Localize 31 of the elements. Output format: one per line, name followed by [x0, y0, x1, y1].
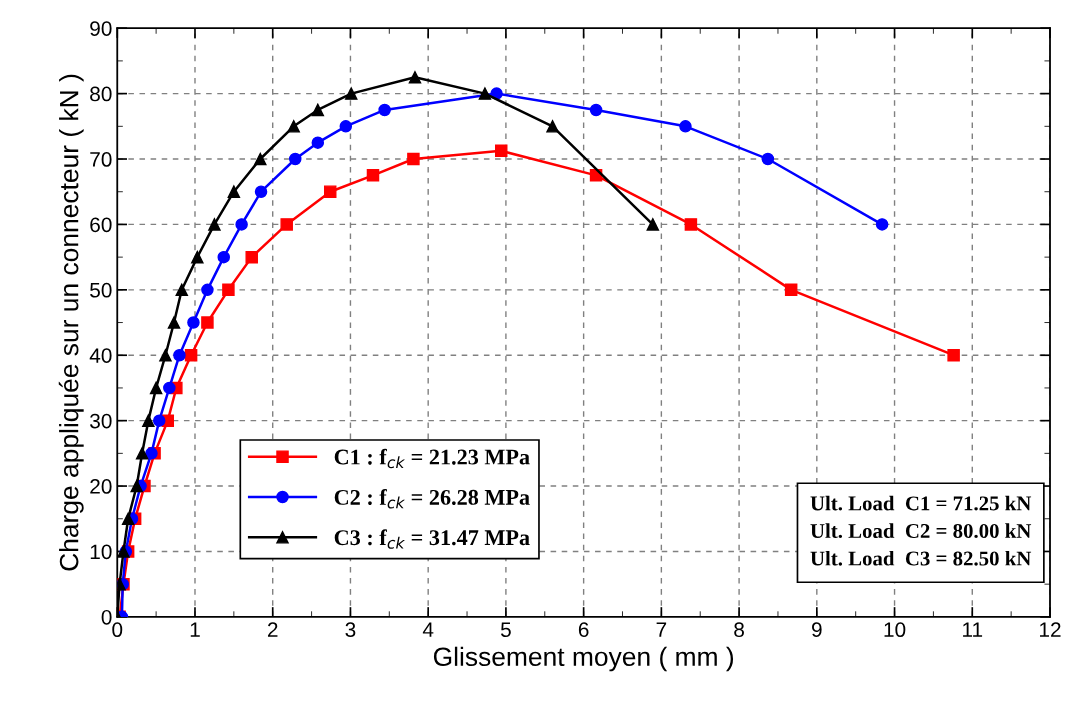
legend-label: C1 : f$_{ck}$ = 21.23 MPa — [334, 448, 530, 469]
y-tick-label: 0 — [101, 609, 112, 625]
y-tick-label: 70 — [90, 152, 112, 167]
x-tick-label: 6 — [578, 622, 589, 638]
x-tick-label: 0 — [112, 622, 123, 638]
x-tick-label: 11 — [963, 622, 983, 637]
x-tick-label: 3 — [345, 622, 356, 638]
y-tick-label: 60 — [90, 217, 112, 233]
x-tick-label: 2 — [267, 622, 278, 637]
x-tick-label: 1 — [190, 622, 200, 637]
x-tick-label: 10 — [884, 622, 906, 638]
x-tick-label: 9 — [812, 622, 822, 638]
x-tick-label: 7 — [656, 622, 667, 637]
y-tick-label: 40 — [89, 348, 112, 363]
x-tick-label: 5 — [500, 622, 511, 638]
y-tick-label: 50 — [90, 282, 112, 298]
y-tick-label: 10 — [90, 544, 112, 560]
y-tick-label: 20 — [90, 479, 112, 494]
annotation: Ult. Load C1 = 71.25 kN — [810, 495, 1032, 511]
annotation: Ult. Load C3 = 82.50 kN — [810, 550, 1032, 566]
x-tick-label: 8 — [734, 622, 744, 638]
y-tick-label: 80 — [90, 86, 112, 102]
y-tick-label: 30 — [90, 413, 112, 429]
legend-label: C2 : f$_{ck}$ = 26.28 MPa — [334, 488, 530, 509]
y-tick-label: 90 — [90, 21, 112, 36]
y-axis-title: Charge appliquée sur un connecteur ( kN ) — [58, 74, 84, 571]
legend-label: C3 : f$_{ck}$ = 31.47 MPa — [334, 529, 530, 549]
x-tick-label: 4 — [422, 622, 434, 637]
x-axis-title: Glissement moyen ( mm ) — [433, 646, 734, 672]
x-tick-label: 12 — [1040, 622, 1061, 637]
annotation: Ult. Load C2 = 80.00 kN — [810, 523, 1032, 539]
